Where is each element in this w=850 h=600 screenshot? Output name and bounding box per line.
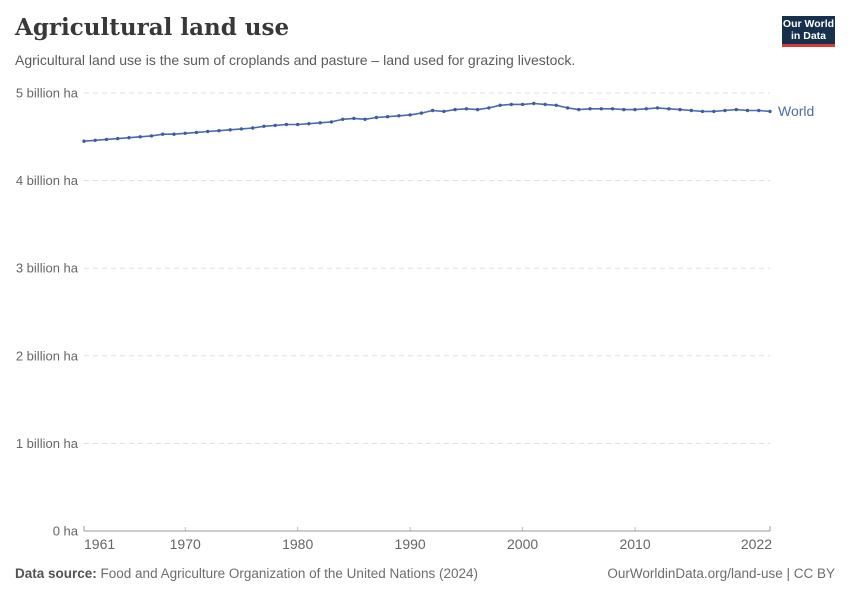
data-point[interactable] (138, 135, 142, 139)
data-point[interactable] (172, 132, 176, 136)
chart-header: Agricultural land use Agricultural land … (15, 14, 770, 69)
data-point[interactable] (127, 136, 131, 140)
data-point[interactable] (464, 107, 469, 111)
data-point[interactable] (262, 124, 266, 128)
data-source: Data source: Food and Agriculture Organi… (15, 566, 478, 581)
data-point[interactable] (430, 108, 435, 113)
data-point[interactable] (442, 109, 446, 114)
y-axis-label: 1 billion ha (16, 436, 79, 451)
data-point[interactable] (655, 106, 660, 110)
x-axis-label: 1980 (282, 536, 313, 552)
data-point[interactable] (341, 117, 345, 122)
data-source-label: Data source: (15, 566, 97, 581)
logo-line-1: Our World (782, 17, 835, 30)
y-axis-label: 5 billion ha (16, 86, 79, 101)
data-point[interactable] (520, 102, 525, 107)
data-point[interactable] (149, 134, 154, 138)
data-point[interactable] (610, 107, 615, 111)
data-point[interactable] (757, 108, 761, 113)
data-point[interactable] (397, 114, 401, 118)
data-point[interactable] (307, 122, 311, 126)
data-point[interactable] (565, 106, 570, 110)
data-point[interactable] (419, 111, 424, 115)
data-point[interactable] (329, 120, 334, 124)
data-point[interactable] (700, 109, 705, 114)
data-point[interactable] (498, 103, 502, 108)
data-source-value: Food and Agriculture Organization of the… (96, 566, 479, 581)
data-point[interactable] (183, 131, 187, 135)
data-point[interactable] (116, 136, 120, 141)
page-title: Agricultural land use (15, 14, 290, 41)
data-point[interactable] (374, 115, 379, 120)
data-point[interactable] (768, 109, 772, 114)
x-axis-label: 2010 (619, 536, 650, 552)
x-axis-label: 2000 (507, 536, 538, 552)
y-axis-label: 3 billion ha (16, 261, 79, 276)
footer-link-license[interactable]: OurWorldinData.org/land-use | CC BY (607, 566, 835, 581)
chart-footer: Data source: Food and Agriculture Organi… (15, 566, 835, 581)
data-point[interactable] (689, 108, 693, 113)
data-point[interactable] (577, 107, 581, 112)
data-point[interactable] (622, 107, 626, 112)
data-point[interactable] (723, 108, 727, 113)
data-point[interactable] (509, 102, 513, 107)
data-point[interactable] (487, 106, 491, 110)
x-axis-label: 1970 (170, 536, 201, 552)
data-point[interactable] (206, 129, 210, 134)
data-point[interactable] (644, 107, 648, 111)
data-point[interactable] (228, 128, 232, 132)
data-point[interactable] (543, 102, 547, 107)
data-point[interactable] (588, 107, 592, 111)
data-point[interactable] (554, 103, 558, 108)
x-axis-label: 2022 (741, 536, 772, 552)
data-point[interactable] (284, 122, 289, 127)
data-point[interactable] (678, 107, 682, 112)
data-point[interactable] (734, 107, 738, 112)
data-point[interactable] (475, 107, 480, 112)
data-point[interactable] (104, 137, 109, 142)
data-point[interactable] (251, 126, 255, 130)
chart-subtitle: Agricultural land use is the sum of crop… (15, 51, 576, 68)
x-axis-label: 1990 (395, 536, 426, 552)
data-point[interactable] (161, 132, 165, 136)
data-point[interactable] (93, 138, 97, 142)
data-point[interactable] (82, 139, 86, 143)
data-point[interactable] (408, 113, 412, 117)
owid-logo[interactable]: Our World in Data (782, 16, 835, 47)
data-point[interactable] (239, 127, 244, 131)
logo-line-2: in Data (790, 30, 826, 42)
data-point[interactable] (318, 121, 322, 125)
data-point[interactable] (633, 107, 637, 112)
data-point[interactable] (194, 130, 199, 135)
data-point[interactable] (385, 115, 390, 119)
data-point[interactable] (273, 123, 277, 128)
y-axis-label: 2 billion ha (16, 348, 79, 363)
data-point[interactable] (667, 107, 671, 111)
y-axis-label: 4 billion ha (16, 173, 79, 188)
data-point[interactable] (352, 116, 356, 121)
data-point[interactable] (363, 117, 367, 122)
x-axis-label: 1961 (84, 536, 115, 552)
data-point[interactable] (217, 129, 221, 133)
data-point[interactable] (453, 107, 457, 112)
y-axis-label: 0 ha (53, 524, 79, 539)
data-point[interactable] (296, 122, 300, 127)
data-point[interactable] (532, 101, 536, 106)
series-label-world[interactable]: World (778, 103, 814, 119)
series-line-world[interactable] (83, 102, 771, 142)
data-point[interactable] (745, 108, 750, 113)
data-point[interactable] (712, 109, 716, 114)
data-point[interactable] (599, 107, 603, 111)
